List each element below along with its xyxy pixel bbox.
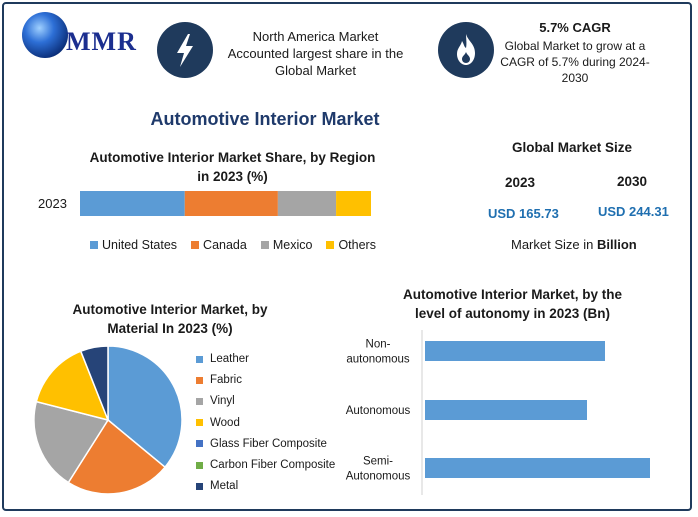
legend-label: Vinyl bbox=[210, 395, 235, 408]
cagr-callout: 5.7% CAGR Global Market to grow at a CAG… bbox=[500, 20, 650, 85]
material-legend-item: Leather bbox=[196, 353, 249, 365]
legend-label: Fabric bbox=[210, 374, 242, 387]
region-bar-segment-others bbox=[336, 191, 371, 216]
autonomy-category-label: Autonomous bbox=[346, 405, 411, 417]
autonomy-category-label: autonomous bbox=[346, 354, 410, 366]
pie-slice-leather bbox=[107, 345, 183, 469]
page-title: Automotive Interior Market bbox=[150, 109, 380, 129]
legend-swatch bbox=[196, 482, 203, 490]
legend-label: Mexico bbox=[272, 238, 313, 252]
legend-swatch bbox=[196, 376, 203, 384]
region-legend-item: Others bbox=[326, 238, 376, 252]
lightning-icon bbox=[157, 22, 213, 78]
autonomy-category-label: Semi- bbox=[363, 456, 393, 468]
region-bar-segment-canada bbox=[184, 191, 278, 216]
cagr-title: 5.7% CAGR bbox=[539, 20, 611, 35]
legend-label: Wood bbox=[210, 416, 240, 429]
autonomy-bar bbox=[425, 400, 587, 420]
global-size-value-2: USD 244.31 bbox=[598, 204, 669, 219]
autonomy-bar bbox=[425, 341, 605, 361]
autonomy-category-label: Autonomous bbox=[346, 471, 411, 483]
region-callout: North America Market Accounted largest s… bbox=[227, 29, 404, 78]
region-legend-item: Mexico bbox=[260, 238, 313, 252]
material-legend-item: Metal bbox=[196, 480, 238, 492]
autonomy-category-label: Non- bbox=[366, 339, 391, 351]
legend-label: Others bbox=[338, 238, 376, 252]
material-chart-title: Automotive Interior Market, by Material … bbox=[72, 302, 268, 336]
legend-label: Metal bbox=[210, 480, 239, 493]
brand-logo: MMR bbox=[66, 27, 137, 56]
region-legend: United States Canada Mexico Others bbox=[90, 238, 376, 252]
legend-swatch bbox=[196, 355, 203, 363]
globe-logo-icon bbox=[22, 12, 68, 58]
material-legend-item: Wood bbox=[196, 417, 240, 429]
flame-icon bbox=[438, 22, 494, 78]
global-size-year-1: 2023 bbox=[505, 175, 536, 190]
legend-label: Carbon Fiber Composite bbox=[210, 459, 336, 471]
region-legend-item: Canada bbox=[191, 238, 247, 252]
autonomy-bar bbox=[425, 458, 650, 478]
material-legend-item: Fabric bbox=[196, 374, 242, 386]
material-pie-chart bbox=[33, 345, 183, 495]
legend-swatch bbox=[196, 440, 203, 448]
pie-slice-wood bbox=[35, 350, 110, 422]
legend-swatch bbox=[196, 461, 203, 469]
legend-label: Leather bbox=[210, 353, 250, 365]
pie-slice-fabric bbox=[67, 418, 167, 495]
legend-swatch bbox=[196, 397, 203, 405]
legend-swatch bbox=[191, 241, 200, 249]
region-legend-item: United States bbox=[90, 238, 177, 252]
legend-label: Glass Fiber Composite bbox=[210, 437, 327, 450]
page-frame bbox=[2, 2, 692, 511]
region-chart-title: Automotive Interior Market Share, by Reg… bbox=[89, 150, 376, 184]
legend-swatch bbox=[90, 241, 98, 249]
region-bar-segment-mexico bbox=[277, 191, 337, 216]
autonomy-chart-title: Automotive Interior Market, by the level… bbox=[402, 287, 623, 321]
autonomy-bar-chart: Non-autonomous Autonomous Semi- Autonomous bbox=[346, 330, 650, 495]
pie-slice-metal bbox=[79, 345, 109, 421]
legend-swatch bbox=[260, 241, 269, 249]
material-legend-item: Vinyl bbox=[196, 395, 235, 407]
legend-label: United States bbox=[102, 238, 178, 252]
region-bar-segment-united-states bbox=[80, 191, 185, 216]
global-size-year-2: 2030 bbox=[617, 174, 648, 189]
pie-slice-vinyl bbox=[33, 400, 110, 484]
material-legend-item: Glass Fiber Composite bbox=[196, 438, 327, 450]
global-size-value-1: USD 165.73 bbox=[488, 206, 559, 221]
global-size-title: Global Market Size bbox=[512, 140, 633, 155]
legend-label: Canada bbox=[203, 238, 247, 252]
region-category-label: 2023 bbox=[38, 196, 67, 211]
material-legend-item: Carbon Fiber Composite bbox=[196, 459, 335, 471]
global-size-note: Market Size in Billion bbox=[511, 237, 637, 252]
legend-swatch bbox=[326, 241, 335, 249]
region-stacked-bar-chart bbox=[80, 191, 371, 216]
legend-swatch bbox=[196, 419, 203, 427]
